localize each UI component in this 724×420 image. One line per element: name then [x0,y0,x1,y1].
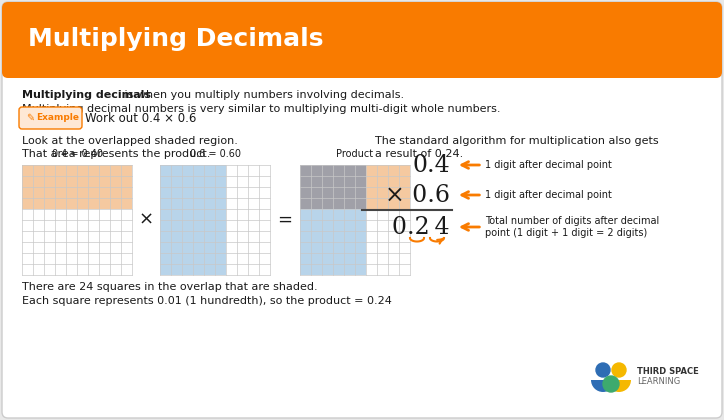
Wedge shape [591,380,615,392]
Text: Multiplying decimals: Multiplying decimals [22,90,151,100]
Text: 0.6 = 0.60: 0.6 = 0.60 [190,149,240,159]
Text: Multiplying decimal numbers is very similar to multiplying multi-digit whole num: Multiplying decimal numbers is very simi… [22,104,500,114]
Bar [160,165,226,275]
Text: Each square represents 0.01 (1 hundredth), so the product = 0.24: Each square represents 0.01 (1 hundredth… [22,296,392,306]
Bar [160,165,270,275]
Circle shape [612,363,626,377]
Text: Product: Product [337,149,374,159]
Bar [22,165,132,275]
Text: Example: Example [36,113,79,123]
Bar [22,165,132,209]
Text: Work out 0.4 × 0.6: Work out 0.4 × 0.6 [85,111,196,124]
Text: Look at the overlapped shaded region.: Look at the overlapped shaded region. [22,136,238,146]
Wedge shape [607,380,631,392]
Text: a result of 0.24.: a result of 0.24. [375,149,463,159]
Circle shape [603,376,619,392]
Text: That area represents the product.: That area represents the product. [22,149,211,159]
Text: 0.4 = 0.40: 0.4 = 0.40 [51,149,103,159]
Text: ✎: ✎ [26,113,34,123]
Text: THIRD SPACE: THIRD SPACE [637,368,699,376]
Text: 1 digit after decimal point: 1 digit after decimal point [462,160,612,170]
FancyBboxPatch shape [19,107,82,129]
Bar [300,165,366,209]
FancyBboxPatch shape [2,2,722,78]
Text: Total number of digits after decimal
point (1 digit + 1 digit = 2 digits): Total number of digits after decimal poi… [462,216,660,238]
Text: × 0.6: × 0.6 [385,184,450,207]
Text: is when you multiply numbers involving decimals.: is when you multiply numbers involving d… [121,90,404,100]
Text: 0.4: 0.4 [412,153,450,176]
Text: ×: × [138,211,153,229]
Circle shape [596,363,610,377]
Text: 0.2 4: 0.2 4 [392,215,450,239]
Text: There are 24 squares in the overlap that are shaded.: There are 24 squares in the overlap that… [22,282,318,292]
Bar [300,165,410,275]
Bar [300,209,366,275]
Text: The standard algorithm for multiplication also gets: The standard algorithm for multiplicatio… [375,136,659,146]
Text: Multiplying Decimals: Multiplying Decimals [28,27,324,51]
Text: 1 digit after decimal point: 1 digit after decimal point [462,190,612,200]
Text: =: = [277,211,292,229]
Text: LEARNING: LEARNING [637,378,681,386]
Bar [366,165,410,209]
